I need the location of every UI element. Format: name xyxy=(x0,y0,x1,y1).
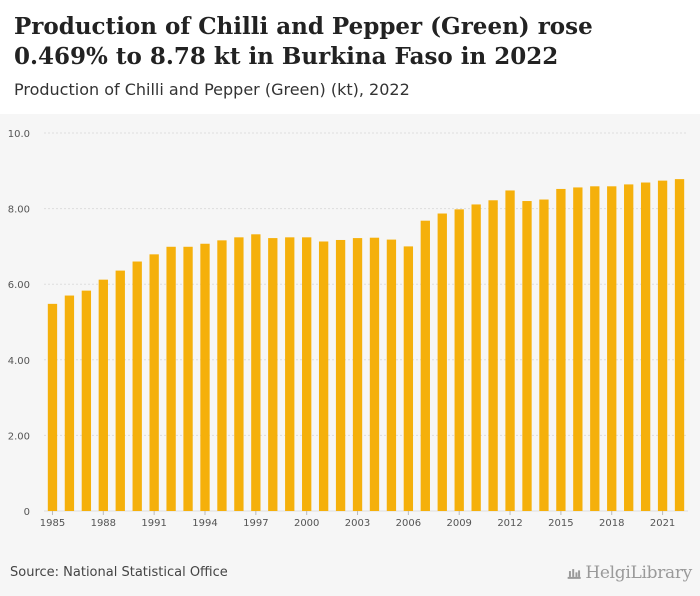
bar xyxy=(251,234,261,511)
bar xyxy=(488,200,498,511)
x-tick-label: 1985 xyxy=(40,518,65,529)
bar xyxy=(217,240,227,511)
bar-chart: 0 2.00 4.00 6.00 8.00 10.0 1985 1988 1991 1994 199… xyxy=(8,129,688,529)
bar xyxy=(674,179,685,511)
source-note: Source: National Statistical Office xyxy=(10,565,228,580)
x-tick-label: 1997 xyxy=(243,518,268,529)
bar xyxy=(285,237,295,511)
x-tick-label: 2006 xyxy=(396,518,421,529)
y-tick-label: 8.00 xyxy=(8,205,30,216)
bar xyxy=(268,238,278,512)
bar xyxy=(335,239,346,511)
logo-text: HelgiLibrary xyxy=(585,563,692,583)
bar xyxy=(47,303,58,511)
bar xyxy=(471,204,481,511)
bar xyxy=(64,295,75,511)
helgilibrary-logo[interactable]: HelgiLibrary xyxy=(567,561,692,585)
bar xyxy=(556,188,566,511)
bar xyxy=(403,246,414,511)
bar xyxy=(200,243,210,511)
bar xyxy=(624,184,634,511)
bar xyxy=(183,246,193,511)
x-tick-label: 2021 xyxy=(650,518,675,529)
bar xyxy=(369,237,380,511)
x-tick-label: 2000 xyxy=(294,518,319,529)
bar xyxy=(522,201,532,511)
x-tick-label: 2015 xyxy=(548,518,573,529)
bar xyxy=(318,241,329,511)
bar xyxy=(437,213,447,511)
chart-title: Production of Chilli and Pepper (Green) … xyxy=(14,13,593,70)
bar xyxy=(132,261,142,511)
bar xyxy=(657,180,668,511)
bar xyxy=(539,199,549,511)
library-icon xyxy=(567,569,581,579)
bar xyxy=(573,187,583,511)
y-tick-label: 10.0 xyxy=(8,129,30,140)
x-tick-label: 1994 xyxy=(192,518,217,529)
bar xyxy=(352,238,363,512)
bar xyxy=(234,237,244,511)
x-tick-label: 2012 xyxy=(497,518,522,529)
bar xyxy=(166,246,176,511)
bar xyxy=(590,186,600,511)
chart-area: 0 2.00 4.00 6.00 8.00 10.0 1985 1988 1991 1994 199… xyxy=(0,114,700,596)
x-tick-label: 2009 xyxy=(446,518,471,529)
bar xyxy=(386,239,397,511)
bar xyxy=(505,190,515,511)
chart-header: Production of Chilli and Pepper (Green) … xyxy=(0,0,700,114)
y-tick-label: 6.00 xyxy=(8,280,30,291)
bar xyxy=(115,270,125,511)
y-tick-label: 4.00 xyxy=(8,356,30,367)
chart-subtitle: Production of Chilli and Pepper (Green) … xyxy=(14,80,410,99)
bar xyxy=(302,237,312,511)
bar xyxy=(607,186,617,511)
x-tick-label: 2003 xyxy=(345,518,370,529)
bar xyxy=(640,182,651,511)
bar xyxy=(81,290,92,511)
bar xyxy=(454,209,464,511)
y-tick-label: 0 xyxy=(24,507,30,518)
x-tick-label: 1991 xyxy=(141,518,166,529)
y-tick-label: 2.00 xyxy=(8,431,30,442)
x-tick-label: 2018 xyxy=(599,518,624,529)
bar xyxy=(149,254,159,511)
bar xyxy=(420,220,430,512)
x-tick-label: 1988 xyxy=(91,518,116,529)
bar xyxy=(98,279,108,511)
